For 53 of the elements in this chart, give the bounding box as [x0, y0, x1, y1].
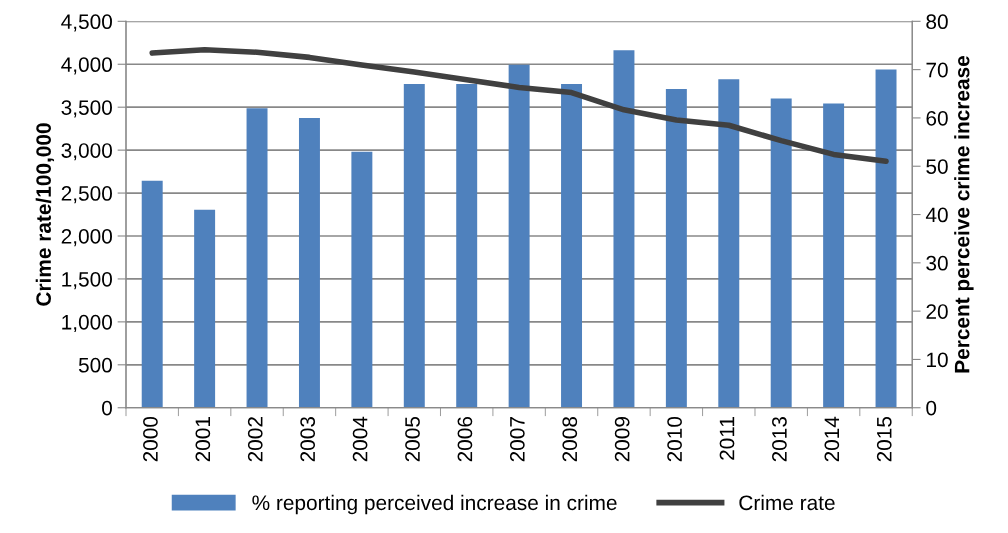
- y-tick-label: 4,500: [61, 14, 112, 32]
- y-tick-label: 2,500: [61, 186, 112, 204]
- bar: [875, 69, 897, 408]
- x-tick-label: 2009: [614, 417, 630, 462]
- bar: [770, 98, 792, 408]
- y-tick-label: 3,000: [61, 143, 112, 161]
- x-tick-label: 2010: [667, 416, 682, 462]
- y-axis-title: Crime rate/100,000: [35, 123, 55, 306]
- x-tick-label: 2007: [509, 417, 525, 462]
- x-tick-label: 2003: [300, 416, 316, 462]
- bar: [194, 209, 216, 408]
- y-tick-label: 500: [78, 357, 112, 373]
- y-tick-label: 0: [102, 400, 112, 416]
- x-tick-label: 2006: [457, 416, 473, 462]
- x-tick-label: 2005: [405, 416, 420, 462]
- y2-tick-label: 10: [927, 352, 948, 368]
- legend-label: % reporting perceived increase in crime: [252, 494, 617, 515]
- bar: [298, 117, 320, 408]
- x-tick-label: 2002: [247, 417, 263, 462]
- bar: [403, 84, 425, 408]
- bar: [141, 180, 163, 408]
- bar: [561, 84, 583, 408]
- y2-axis-title: Percent perceive crime increase: [954, 55, 974, 373]
- x-tick-label: 2008: [562, 416, 578, 462]
- y2-tick-label: 40: [925, 207, 948, 223]
- bar: [351, 151, 373, 408]
- y2-tick-label: 60: [926, 110, 948, 126]
- y2-tick-label: 80: [926, 14, 948, 30]
- bar: [665, 88, 687, 408]
- x-tick-label: 2013: [772, 416, 787, 462]
- x-tick-label: 2011: [719, 417, 735, 460]
- y-tick-label: 2,000: [61, 229, 112, 247]
- y-tick-label: 3,500: [61, 100, 112, 118]
- x-tick-label: 2004: [352, 416, 368, 462]
- bar: [823, 103, 845, 408]
- bar: [456, 84, 478, 408]
- y-tick-label: 1,000: [62, 314, 112, 333]
- y2-tick-label: 50: [926, 159, 948, 174]
- x-tick-label: 2014: [824, 416, 840, 462]
- bar: [246, 108, 268, 408]
- bar: [508, 64, 530, 408]
- y2-tick-label: 30: [926, 255, 948, 271]
- y2-tick-label: 70: [926, 62, 948, 78]
- legend-label: Crime rate: [739, 494, 835, 511]
- y-tick-label: 4,000: [61, 57, 112, 75]
- bar: [718, 79, 740, 408]
- x-tick-label: 2001: [195, 417, 211, 462]
- x-tick-label: 2015: [876, 416, 892, 462]
- x-tick-label: 2000: [143, 416, 158, 462]
- bar: [613, 50, 635, 408]
- y2-tick-label: 0: [926, 400, 937, 416]
- y-tick-label: 1,500: [62, 271, 112, 290]
- y2-tick-label: 20: [926, 304, 948, 319]
